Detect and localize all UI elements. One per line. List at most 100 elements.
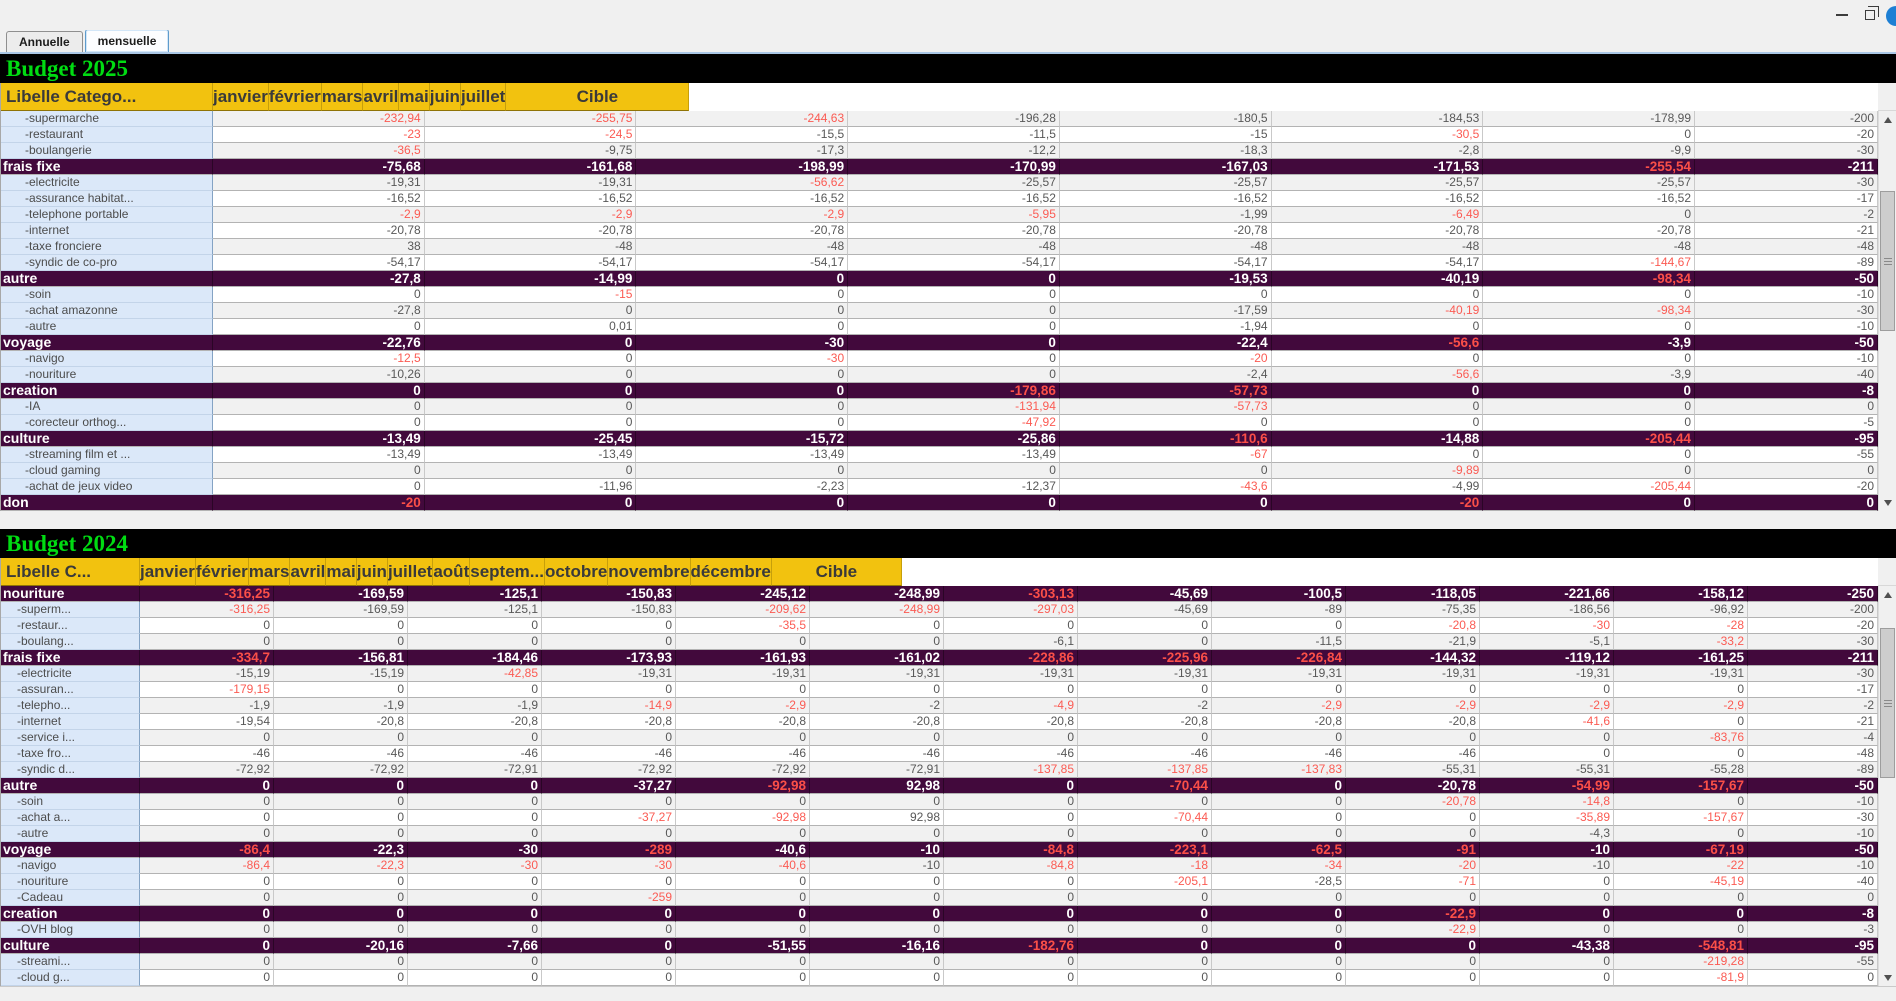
cell[interactable]: -30 <box>1695 303 1879 319</box>
restore-button[interactable] <box>1856 0 1884 30</box>
cell[interactable]: -62,5 <box>1212 842 1346 858</box>
cell[interactable]: -161,25 <box>1614 650 1748 666</box>
column-header-juillet[interactable]: juillet <box>387 558 434 586</box>
cell[interactable]: -30 <box>636 335 849 351</box>
cell[interactable]: -19,53 <box>1059 271 1272 287</box>
cell[interactable]: 0 <box>944 970 1078 986</box>
cell[interactable]: 0 <box>1059 287 1272 303</box>
cell[interactable]: -22,76 <box>213 335 425 351</box>
cell[interactable]: -75,68 <box>213 159 425 175</box>
cell[interactable]: -15,5 <box>636 127 849 143</box>
cell[interactable]: -54,17 <box>636 255 849 271</box>
cell[interactable]: 0 <box>944 874 1078 890</box>
cell[interactable]: -4 <box>1748 730 1878 746</box>
cell[interactable]: -54,17 <box>424 255 637 271</box>
cell[interactable]: 0 <box>676 906 810 922</box>
row-label[interactable]: -restaurant <box>1 127 213 143</box>
cell[interactable]: -22,3 <box>274 858 408 874</box>
budget-2025-vertical-scrollbar[interactable] <box>1878 111 1896 511</box>
cell[interactable]: 0 <box>944 618 1078 634</box>
cell[interactable]: 0 <box>1059 495 1272 511</box>
row-label[interactable]: -streaming film et ... <box>1 447 213 463</box>
cell[interactable]: 0 <box>1614 890 1748 906</box>
cell[interactable]: 0 <box>424 415 637 431</box>
cell[interactable]: -13,49 <box>636 447 849 463</box>
cell[interactable]: 0 <box>676 970 810 986</box>
cell[interactable]: -20,78 <box>1346 778 1480 794</box>
row-label[interactable]: -assurance habitat... <box>1 191 213 207</box>
cell[interactable]: 0 <box>140 826 274 842</box>
cell[interactable]: -54,17 <box>1059 255 1272 271</box>
cell[interactable]: -55,28 <box>1614 762 1748 778</box>
cell[interactable]: -48 <box>1483 239 1696 255</box>
cell[interactable]: 0 <box>676 874 810 890</box>
cell[interactable]: 0 <box>1480 954 1614 970</box>
cell[interactable]: -75,35 <box>1346 602 1480 618</box>
column-header-mars[interactable]: mars <box>248 558 291 586</box>
cell[interactable]: 0 <box>1614 922 1748 938</box>
cell[interactable]: 0 <box>140 954 274 970</box>
cell[interactable]: 0 <box>1271 399 1484 415</box>
column-header-d-cembre[interactable]: décembre <box>690 558 772 586</box>
cell[interactable]: -48 <box>424 239 637 255</box>
cell[interactable]: -72,92 <box>274 762 408 778</box>
cell[interactable]: 0 <box>1271 319 1484 335</box>
cell[interactable]: -40 <box>1695 367 1879 383</box>
cell[interactable]: -137,85 <box>1078 762 1212 778</box>
row-label[interactable]: -autre <box>1 319 213 335</box>
cell[interactable]: -205,44 <box>1483 479 1696 495</box>
cell[interactable]: -51,55 <box>676 938 810 954</box>
cell[interactable]: -21,9 <box>1346 634 1480 650</box>
cell[interactable]: -25,86 <box>848 431 1060 447</box>
cell[interactable]: -150,83 <box>542 602 676 618</box>
cell[interactable]: 0 <box>1346 682 1480 698</box>
cell[interactable]: 0 <box>140 618 274 634</box>
cell[interactable]: -13,49 <box>213 431 425 447</box>
cell[interactable]: 0 <box>140 778 274 794</box>
cell[interactable]: -67,19 <box>1614 842 1748 858</box>
cell[interactable]: -84,8 <box>944 842 1078 858</box>
cell[interactable]: -20,78 <box>1271 223 1484 239</box>
row-label[interactable]: -boulangerie <box>1 143 213 159</box>
cell[interactable]: -20 <box>1695 479 1879 495</box>
cell[interactable]: -2 <box>1748 698 1878 714</box>
cell[interactable]: -25,57 <box>1483 175 1696 191</box>
cell[interactable]: 0 <box>140 906 274 922</box>
cell[interactable]: -30 <box>408 842 542 858</box>
cell[interactable]: 0 <box>848 271 1060 287</box>
cell[interactable]: -96,92 <box>1614 602 1748 618</box>
cell[interactable]: -13,49 <box>848 447 1060 463</box>
cell[interactable]: -200 <box>1695 111 1879 127</box>
cell[interactable]: -161,02 <box>810 650 944 666</box>
cell[interactable]: -17,3 <box>636 143 849 159</box>
cell[interactable]: -144,67 <box>1483 255 1696 271</box>
cell[interactable]: 0 <box>1483 351 1696 367</box>
cell[interactable]: -245,12 <box>676 586 810 602</box>
cell[interactable]: -72,92 <box>676 762 810 778</box>
cell[interactable]: 0 <box>542 922 676 938</box>
cell[interactable]: 0 <box>1346 890 1480 906</box>
cell[interactable]: 0 <box>848 335 1060 351</box>
cell[interactable]: -16,16 <box>810 938 944 954</box>
cell[interactable]: 0 <box>140 970 274 986</box>
column-header-avril[interactable]: avril <box>290 558 327 586</box>
cell[interactable]: -225,96 <box>1078 650 1212 666</box>
cell[interactable]: 0 <box>1614 794 1748 810</box>
cell[interactable]: 0 <box>408 890 542 906</box>
cell[interactable]: -22,9 <box>1346 922 1480 938</box>
cell[interactable]: -89 <box>1748 762 1878 778</box>
row-label[interactable]: -OVH blog <box>1 922 140 938</box>
cell[interactable]: -25,45 <box>424 431 637 447</box>
cell[interactable]: -48 <box>1271 239 1484 255</box>
cell[interactable]: 0 <box>1271 287 1484 303</box>
cell[interactable]: -205,44 <box>1483 431 1696 447</box>
cell[interactable]: -43,6 <box>1059 479 1272 495</box>
cell[interactable]: -15,72 <box>636 431 849 447</box>
cell[interactable]: 0 <box>424 495 637 511</box>
cell[interactable]: -297,03 <box>944 602 1078 618</box>
row-label[interactable]: -achat de jeux video <box>1 479 213 495</box>
cell[interactable]: 0 <box>1212 922 1346 938</box>
column-header-cible[interactable]: Cible <box>506 83 690 111</box>
cell[interactable]: -91 <box>1346 842 1480 858</box>
cell[interactable]: -200 <box>1748 602 1878 618</box>
